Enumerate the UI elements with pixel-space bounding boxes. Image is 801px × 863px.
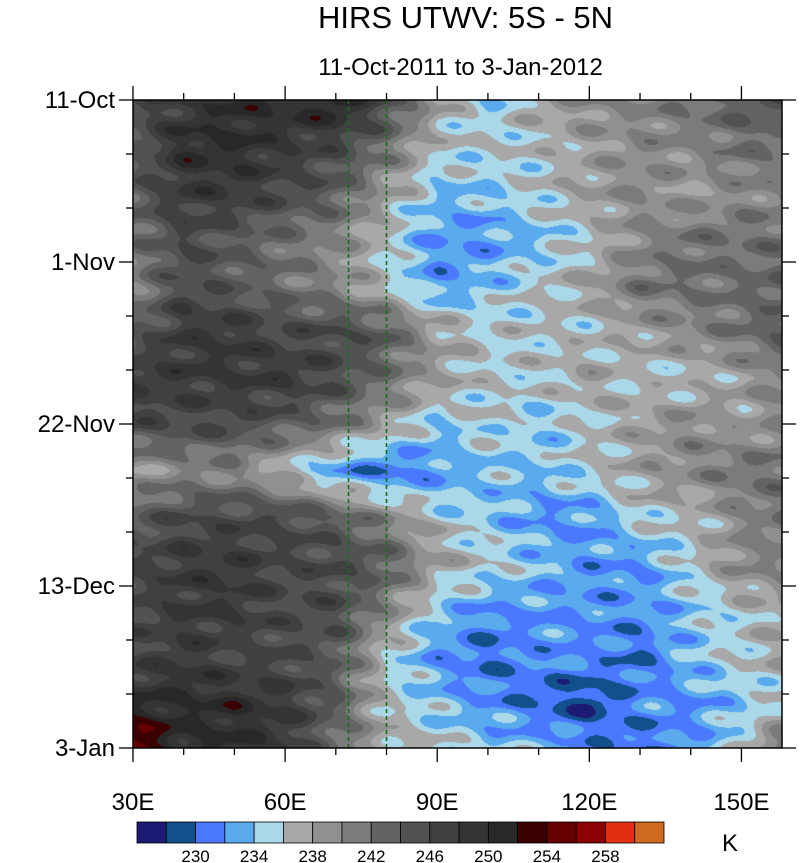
y-tick-label: 13-Dec xyxy=(38,573,115,600)
colorbar-label: 258 xyxy=(591,847,619,863)
y-tick-label: 1-Nov xyxy=(51,249,115,276)
x-tick-label: 30E xyxy=(112,789,155,816)
colorbar-swatch xyxy=(458,821,489,844)
colorbar-swatch xyxy=(487,821,519,844)
colorbar-swatch xyxy=(634,821,665,844)
colorbar-label: 230 xyxy=(181,847,209,863)
x-tick-label: 60E xyxy=(264,789,307,816)
colorbar-swatch xyxy=(224,821,255,844)
colorbar-label: 234 xyxy=(240,847,268,863)
plot-frame xyxy=(132,99,783,749)
colorbar-swatch xyxy=(253,821,284,844)
colorbar-swatch xyxy=(195,821,226,844)
colorbar-swatch xyxy=(370,821,401,844)
colorbar-label: 238 xyxy=(298,847,326,863)
contour-field xyxy=(133,100,782,748)
x-tick-label: 90E xyxy=(416,789,459,816)
colorbar-swatch xyxy=(605,821,636,844)
chart-subtitle: 11-Oct-2011 to 3-Jan-2012 xyxy=(318,54,603,81)
colorbar-label: 246 xyxy=(416,847,444,863)
colorbar-swatch xyxy=(136,821,167,844)
colorbar-label: 242 xyxy=(357,847,385,863)
colorbar-swatch xyxy=(341,821,372,844)
colorbar-swatch xyxy=(400,821,431,844)
colorbar-swatch xyxy=(575,821,606,844)
chart-title: HIRS UTWV: 5S - 5N xyxy=(317,0,614,35)
colorbar-label: 254 xyxy=(533,847,561,863)
colorbar-swatch xyxy=(165,821,196,844)
y-tick-label: 22-Nov xyxy=(38,411,115,438)
colorbar-swatch xyxy=(517,821,548,844)
x-tick-label: 150E xyxy=(713,789,769,816)
x-tick-label: 120E xyxy=(561,789,617,816)
colorbar-swatch xyxy=(312,821,343,844)
colorbar-units: K xyxy=(722,830,738,857)
colorbar-swatch xyxy=(429,821,460,844)
colorbar-label: 250 xyxy=(474,847,502,863)
y-tick-label: 3-Jan xyxy=(55,735,115,762)
colorbar-swatch xyxy=(282,821,314,844)
y-tick-label: 11-Oct xyxy=(45,87,116,114)
colorbar-swatch xyxy=(546,821,577,844)
